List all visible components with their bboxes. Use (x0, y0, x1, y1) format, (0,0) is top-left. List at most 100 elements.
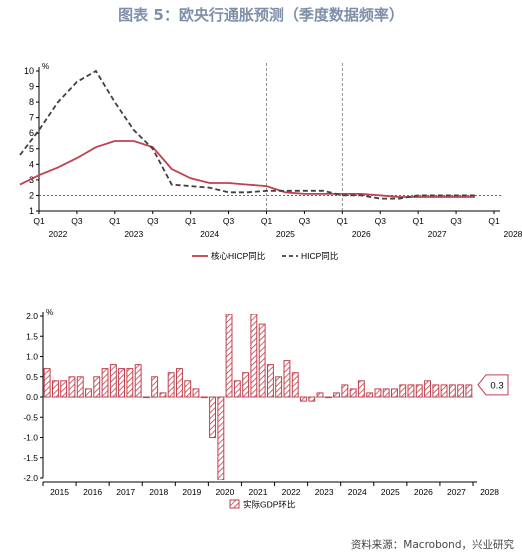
gdp-bar (316, 392, 324, 398)
gdp-bar (52, 380, 59, 398)
gdp-bar (432, 384, 440, 398)
gdp-bar (357, 380, 365, 398)
gdp-bar (324, 396, 332, 399)
line-chart-x-tick-label: Q1 (109, 216, 121, 226)
source-note: 资料来源：Macrobond，兴业研究 (350, 539, 514, 551)
bar-chart-y-tick-label: -2.0 (23, 473, 38, 483)
line-chart-x-tick-label: Q1 (33, 216, 45, 226)
gdp-bar (457, 384, 465, 398)
gdp-bar (209, 396, 217, 438)
gdp-bar (250, 314, 258, 398)
gdp-bar (167, 372, 175, 398)
gdp-bar (93, 376, 101, 398)
line-chart-x-tick-label: Q1 (337, 216, 349, 226)
bar-chart-year-label: 2015 (50, 487, 69, 497)
bar-chart-year-label: 2027 (447, 487, 466, 497)
gdp-bar (275, 376, 283, 398)
last-value-callout (477, 374, 509, 396)
line-chart-x-tick-label: Q1 (412, 216, 424, 226)
line-chart-year-label: 2026 (352, 229, 371, 239)
bar-chart-y-tick-label: 0.0 (26, 392, 38, 402)
gdp-bar (233, 380, 241, 398)
gdp-bar (142, 396, 150, 399)
line-chart-y-tick-label: 8 (29, 97, 34, 107)
line-chart-x-tick-label: Q3 (147, 216, 159, 226)
line-chart-year-label: 2023 (124, 229, 143, 239)
gdp-bar (341, 384, 349, 398)
bar-chart-y-tick-label: -1.5 (23, 453, 38, 463)
bar-chart-year-label: 2024 (348, 487, 367, 497)
bar-chart-year-label: 2019 (182, 487, 201, 497)
line-chart-x-tick-label: Q3 (299, 216, 311, 226)
bar-chart-y-tick-label: 2.0 (26, 311, 38, 321)
bar-chart-year-label: 2017 (116, 487, 135, 497)
gdp-bar (101, 368, 109, 398)
line-chart-x-tick-label: Q3 (450, 216, 462, 226)
bar-chart-y-tick-label: 1.0 (26, 352, 38, 362)
gdp-bar (424, 380, 432, 398)
bar-chart-y-tick-label: 1.5 (26, 331, 38, 341)
gdp-bar (176, 368, 183, 398)
line-chart-x-tick-label: Q3 (223, 216, 235, 226)
gdp-bar (217, 396, 225, 480)
last-value-callout-label: 0.3 (490, 380, 503, 391)
gdp-bar (300, 396, 307, 402)
gdp-bar (291, 372, 299, 398)
line-chart-x-tick-label: Q1 (185, 216, 197, 226)
line-chart-y-tick-label: 1 (29, 206, 34, 216)
gdp-bar (391, 388, 398, 398)
bar-chart-year-label: 2021 (249, 487, 268, 497)
line-chart-y-tick-label: 10 (24, 66, 34, 76)
gdp-bar (242, 372, 250, 398)
bar-chart-year-label: 2020 (215, 487, 234, 497)
legend-gdp-swatch (229, 499, 240, 509)
bar-chart-year-label: 2026 (414, 487, 433, 497)
gdp-bar (399, 384, 407, 398)
line-chart-y-tick-label: 9 (29, 82, 34, 92)
gdp-bar (109, 364, 117, 398)
line-chart-year-label: 2025 (276, 229, 295, 239)
line-chart-x-tick-label: Q1 (261, 216, 273, 226)
gdp-bar (308, 396, 316, 402)
gdp-bar (448, 384, 456, 398)
gdp-bar (374, 388, 382, 398)
series-hicp-line (19, 69, 475, 200)
series-core-hicp-line (19, 140, 475, 198)
gdp-bar (465, 384, 473, 398)
bar-chart-year-label: 2016 (83, 487, 102, 497)
gdp-bar (366, 392, 374, 398)
bar-chart-year-label: 2025 (381, 487, 400, 497)
line-chart-unit: % (42, 62, 49, 71)
line-chart-year-label: 2028 (503, 229, 522, 239)
bar-chart-y-tick-label: 0.5 (26, 372, 38, 382)
line-chart-y-tick-label: 2 (29, 190, 34, 200)
gdp-bar (85, 388, 92, 398)
gdp-bar (267, 364, 274, 398)
legend-core-label: 核心HICP同比 (211, 251, 265, 261)
line-chart-y-tick-label: 4 (29, 159, 34, 169)
gdp-bar (440, 384, 448, 398)
line-chart-y-tick-label: 7 (29, 113, 34, 123)
gdp-bar (349, 388, 357, 398)
legend-gdp-label: 实际GDP环比 (243, 500, 295, 510)
legend-hicp-label: HICP同比 (301, 251, 338, 261)
gdp-bar (258, 323, 266, 398)
bar-chart-year-label: 2028 (480, 487, 499, 497)
gdp-bar (126, 368, 134, 398)
gdp-bar (68, 376, 76, 398)
bar-chart-year-label: 2023 (315, 487, 334, 497)
gdp-bar (134, 364, 142, 398)
gdp-bar (151, 376, 159, 398)
gdp-bar (225, 314, 233, 398)
line-chart-y-tick-label: 5 (29, 144, 34, 154)
gdp-bar (333, 392, 341, 398)
gdp-bar (60, 380, 68, 398)
gdp-bar (200, 396, 208, 399)
gdp-bar (407, 384, 415, 398)
line-chart-y-tick-label: 6 (29, 128, 34, 138)
figure-title: 图表 5：欧央行通胀预测（季度数据频率） (118, 6, 404, 24)
gdp-bar (415, 384, 423, 398)
line-chart-year-label: 2027 (428, 229, 447, 239)
